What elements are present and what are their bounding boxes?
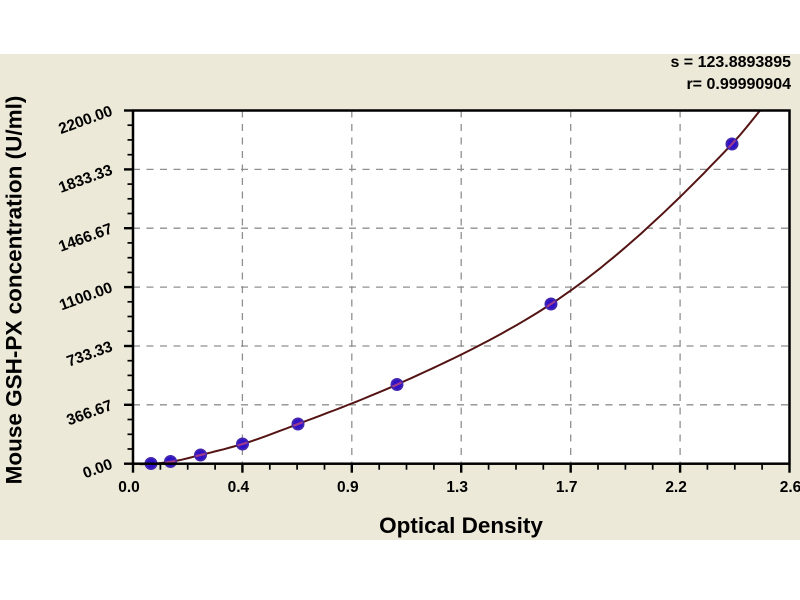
svg-text:s = 123.8893895: s = 123.8893895: [670, 54, 791, 71]
svg-text:r= 0.99990904: r= 0.99990904: [686, 76, 791, 93]
svg-text:0.4: 0.4: [228, 479, 250, 496]
svg-text:2.6: 2.6: [780, 479, 800, 496]
svg-text:Optical Density: Optical Density: [379, 513, 543, 538]
svg-text:Mouse GSH-PX concentration (U/: Mouse GSH-PX concentration (U/ml): [2, 96, 27, 485]
svg-text:1.3: 1.3: [446, 479, 468, 496]
svg-text:1.7: 1.7: [556, 479, 578, 496]
svg-text:0.9: 0.9: [337, 479, 359, 496]
svg-text:0.0: 0.0: [118, 479, 140, 496]
svg-text:2.2: 2.2: [665, 479, 687, 496]
